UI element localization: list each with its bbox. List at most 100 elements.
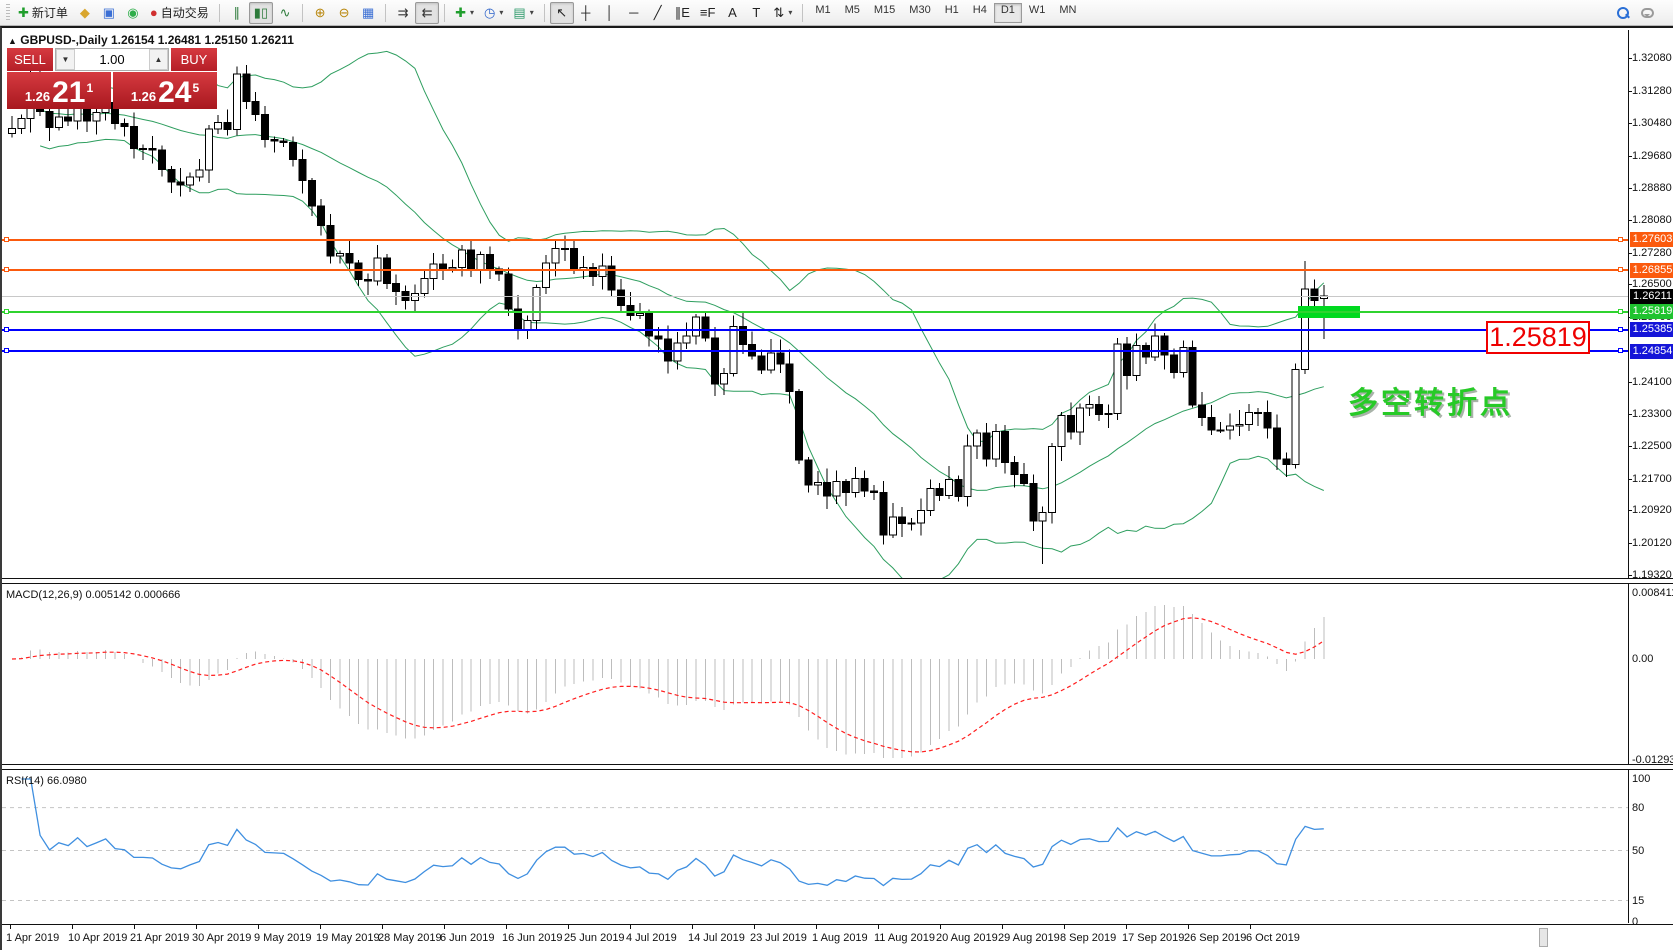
toolbar-zoom-group: ⊕ ⊖ ▦ — [308, 2, 380, 24]
toolbar-separator — [385, 3, 387, 22]
toolbar-zoom-in-button[interactable]: ⊕ — [308, 2, 332, 24]
scale-tick-label: 1.32080 — [1632, 52, 1672, 64]
volume-stepper: ▼ ▲ — [55, 48, 169, 71]
time-tick — [1250, 925, 1251, 929]
timeframe-w1-button[interactable]: W1 — [1028, 3, 1046, 16]
search-button[interactable] — [1610, 2, 1634, 24]
toolbar-candlestick-button[interactable]: ▮▯ — [248, 1, 274, 24]
timeframe-m5-button[interactable]: M5 — [844, 3, 860, 16]
buy-button[interactable]: BUY — [171, 48, 217, 71]
toolbar-horizontal-line-button[interactable]: ─ — [622, 2, 646, 24]
buy-price-button[interactable]: 1.26 24 5 — [113, 72, 217, 109]
collapse-arrow-icon[interactable]: ▲ — [8, 36, 17, 46]
toolbar-profile-button[interactable]: ▣ — [97, 2, 121, 24]
toolbar-fibonacci-button[interactable]: ≡F — [695, 2, 721, 24]
time-tick — [1002, 925, 1003, 929]
candlestick-icon: ▮▯ — [253, 5, 269, 20]
timeframe-m30-button[interactable]: M30 — [909, 3, 931, 16]
toolbar-new-order-button[interactable]: ✚ 新订单 — [13, 2, 73, 24]
turning-point-note[interactable]: 多空转折点 — [1348, 387, 1513, 420]
line-anchor[interactable] — [4, 348, 9, 353]
autotrading-icon: ● — [149, 5, 158, 20]
chat-button[interactable] — [1635, 2, 1659, 24]
toolbar-indicators-button[interactable]: ✚ ▾ — [450, 2, 479, 24]
volume-input[interactable] — [75, 49, 149, 70]
toolbar-grip[interactable] — [6, 3, 10, 22]
scale-tick — [1628, 123, 1632, 124]
toolbar-chart-shift-button[interactable]: ⇇ — [415, 1, 440, 24]
volume-decrease-button[interactable]: ▼ — [56, 49, 75, 70]
axis-resize-grip[interactable] — [1539, 928, 1548, 947]
toolbar-vertical-line-button[interactable]: │ — [598, 2, 622, 24]
line-anchor[interactable] — [4, 237, 9, 242]
crosshair-icon: ┼ — [581, 5, 591, 20]
time-tick — [382, 925, 383, 929]
timeframe-d1-button[interactable]: D1 — [993, 2, 1022, 23]
toolbar-bar-chart-button[interactable]: ∥ — [225, 2, 249, 24]
horizontal-line-1.24854[interactable] — [2, 350, 1628, 352]
toolbar-crosshair-button[interactable]: ┼ — [574, 2, 598, 24]
line-anchor[interactable] — [1618, 309, 1623, 314]
toolbar-eraser-button[interactable]: ◆ — [73, 2, 97, 24]
line-anchor[interactable] — [4, 327, 9, 332]
main-chart-panel[interactable] — [2, 30, 1628, 580]
timeframe-m15-button[interactable]: M15 — [873, 3, 896, 16]
panel-separator[interactable] — [2, 764, 1673, 770]
toolbar-templates-button[interactable]: ▤ ▾ — [508, 2, 538, 24]
horizontal-line-1.27603[interactable] — [2, 239, 1628, 241]
line-anchor[interactable] — [4, 267, 9, 272]
buy-price-big: 24 — [158, 76, 192, 109]
toolbar-zoom-out-button[interactable]: ⊖ — [332, 2, 356, 24]
toolbar-new-order-label: 新订单 — [31, 6, 68, 20]
timeframe-h4-button[interactable]: H4 — [972, 3, 987, 16]
price-annotation-box[interactable]: 1.25819 — [1486, 321, 1590, 354]
line-anchor[interactable] — [1618, 267, 1623, 272]
timeframe-m1-button[interactable]: M1 — [815, 3, 831, 16]
bar-open: 1.26154 — [110, 33, 155, 47]
volume-increase-button[interactable]: ▲ — [149, 49, 168, 70]
toolbar-separator — [302, 3, 304, 22]
toolbar-arrows-button[interactable]: ⇅ ▾ — [768, 2, 797, 24]
timeframe-h1-button[interactable]: H1 — [944, 3, 959, 16]
line-anchor[interactable] — [1618, 327, 1623, 332]
scale-tick-label: 1.31280 — [1632, 85, 1672, 97]
scale-tick — [1628, 543, 1632, 544]
toolbar-tile-windows-button[interactable]: ▦ — [356, 2, 380, 24]
line-anchor[interactable] — [1618, 237, 1623, 242]
macd-scale-label: 0.00 — [1632, 653, 1654, 665]
toolbar-text-label-button[interactable]: T — [744, 2, 768, 24]
toolbar-channel-button[interactable]: ∥E — [670, 2, 695, 24]
toolbar-line-chart-button[interactable]: ∿ — [273, 2, 297, 24]
horizontal-line-1.26855[interactable] — [2, 269, 1628, 271]
toolbar-cursor-button[interactable]: ↖ — [549, 1, 574, 24]
toolbar-periods-button[interactable]: ◷ ▾ — [479, 2, 508, 24]
toolbar-autotrading-button[interactable]: ● 自动交易 — [145, 2, 214, 24]
horizontal-line-1.25385[interactable] — [2, 329, 1628, 331]
time-axis[interactable]: 1 Apr 2019 10 Apr 2019 21 Apr 2019 30 Apr 2… — [2, 924, 1673, 950]
timeframe-mn-button[interactable]: MN — [1059, 3, 1077, 16]
time-tick — [10, 925, 11, 929]
toolbar-sound-button[interactable]: ◉ — [121, 2, 145, 24]
scale-tick — [1628, 382, 1632, 383]
horizontal-line-1.25819[interactable] — [2, 311, 1628, 313]
time-tick — [258, 925, 259, 929]
time-label: 8 Sep 2019 — [1060, 932, 1117, 944]
horizontal-line-1.26211[interactable] — [2, 296, 1628, 297]
toolbar-auto-scroll-button[interactable]: ⇉ — [391, 2, 415, 24]
macd-panel[interactable]: MACD(12,26,9) 0.005142 0.000666 — [2, 586, 1628, 766]
rsi-scale-label: 100 — [1632, 773, 1651, 785]
line-anchor[interactable] — [1618, 348, 1623, 353]
sell-button[interactable]: SELL — [7, 48, 53, 71]
time-tick — [1188, 925, 1189, 929]
line-anchor[interactable] — [4, 309, 9, 314]
chart-title: ▲ GBPUSD-,Daily 1.26154 1.26481 1.25150 … — [8, 33, 294, 47]
toolbar-text-button[interactable]: A — [720, 2, 744, 24]
rsi-panel[interactable]: RSI(14) 66.0980 — [2, 772, 1628, 923]
time-label: 10 Apr 2019 — [68, 932, 128, 944]
time-label: 17 Sep 2019 — [1122, 932, 1185, 944]
panel-separator[interactable] — [2, 578, 1673, 584]
sell-price-button[interactable]: 1.26 21 1 — [7, 72, 111, 109]
text-icon: A — [728, 5, 737, 20]
toolbar-trendline-button[interactable]: ╱ — [646, 2, 670, 24]
